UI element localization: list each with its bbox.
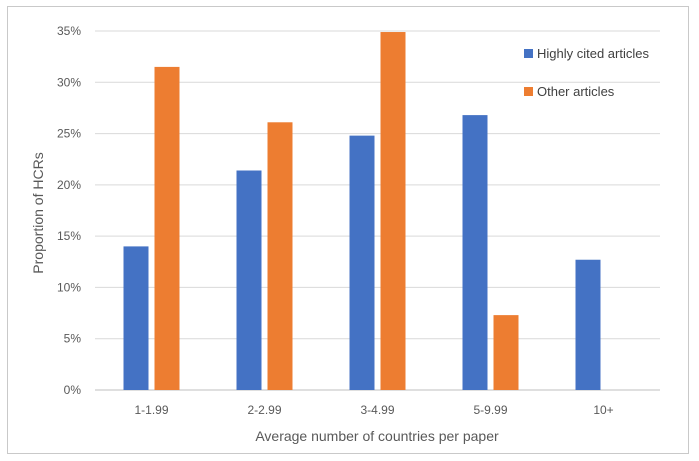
y-axis-title: Proportion of HCRs xyxy=(30,152,46,273)
bar-highly-cited-10+ xyxy=(575,259,601,390)
x-axis-title: Average number of countries per paper xyxy=(255,428,499,444)
legend-swatch-other xyxy=(524,87,533,96)
y-tick-label: 35% xyxy=(57,24,81,38)
y-tick-label: 30% xyxy=(57,75,81,89)
y-tick-label: 15% xyxy=(57,229,81,243)
bars xyxy=(123,32,601,391)
x-axis-ticks: 1-1.99 2-2.99 3-4.99 5-9.99 10+ xyxy=(134,403,613,417)
bar-highly-cited-5-9.99 xyxy=(462,115,488,390)
chart-frame xyxy=(7,6,689,454)
bar-other-3-4.99 xyxy=(380,32,406,390)
x-tick-label: 3-4.99 xyxy=(360,403,394,417)
legend-swatch-highly-cited xyxy=(524,49,533,58)
y-axis-ticks: 0% 5% 10% 15% 20% 25% 30% 35% xyxy=(57,24,81,397)
y-tick-label: 0% xyxy=(64,383,82,397)
legend-label-highly-cited: Highly cited articles xyxy=(537,46,649,61)
x-tick-label: 1-1.99 xyxy=(134,403,168,417)
y-tick-label: 5% xyxy=(64,332,82,346)
x-tick-label: 10+ xyxy=(593,403,613,417)
x-tick-label: 2-2.99 xyxy=(247,403,281,417)
bar-other-1-1.99 xyxy=(154,66,180,391)
bar-highly-cited-2-2.99 xyxy=(236,170,262,390)
y-tick-label: 20% xyxy=(57,178,81,192)
x-tick-label: 5-9.99 xyxy=(473,403,507,417)
legend: Highly cited articles Other articles xyxy=(524,46,649,99)
gridlines xyxy=(95,30,660,391)
bar-highly-cited-1-1.99 xyxy=(123,246,149,390)
legend-label-other: Other articles xyxy=(537,84,615,99)
bar-highly-cited-3-4.99 xyxy=(349,135,375,390)
y-tick-label: 25% xyxy=(57,127,81,141)
y-tick-label: 10% xyxy=(57,280,81,294)
bar-other-2-2.99 xyxy=(267,122,293,390)
bar-other-5-9.99 xyxy=(493,315,519,390)
